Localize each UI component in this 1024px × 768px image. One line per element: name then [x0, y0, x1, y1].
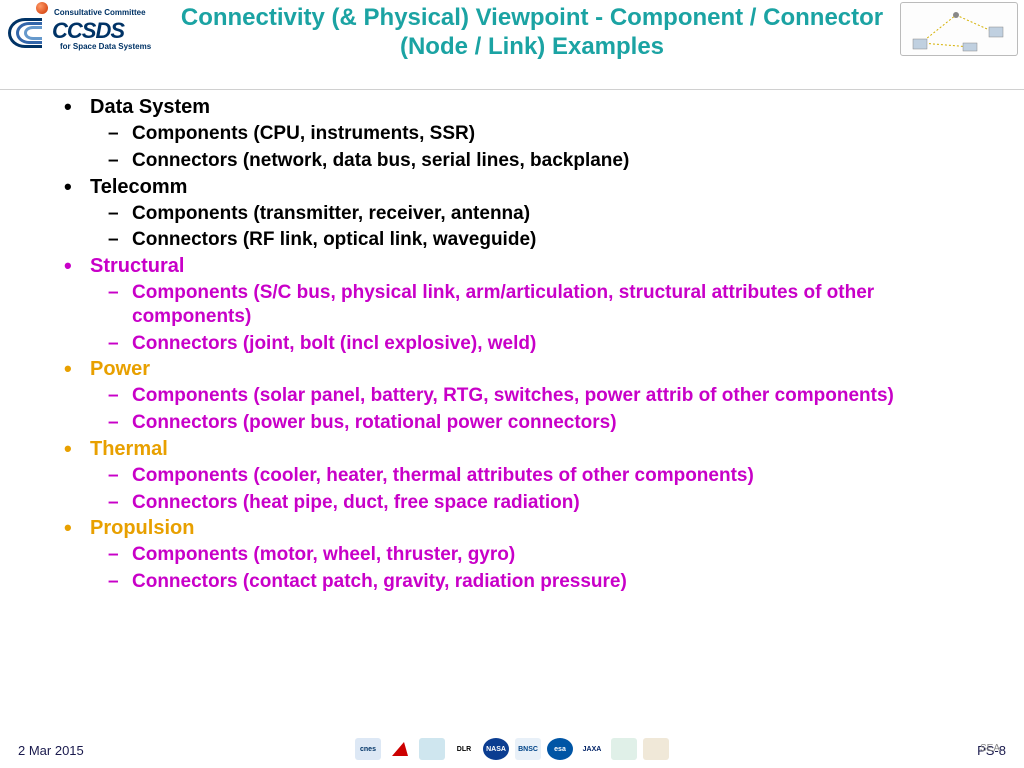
footer-agency-logos: cnes DLR NASA BNSC esa JAXA [355, 738, 669, 760]
agency-logo: DLR [451, 738, 477, 760]
agency-logo: BNSC [515, 738, 541, 760]
ccsds-logo: Consultative Committee CCSDS for Space D… [4, 2, 164, 56]
section-label: Thermal [90, 438, 964, 461]
footer-date: 2 Mar 2015 [18, 743, 84, 758]
corner-thumbnail [900, 2, 1018, 56]
section-subitem: Components (S/C bus, physical link, arm/… [132, 281, 964, 329]
section-subitem: Components (solar panel, battery, RTG, s… [132, 384, 964, 408]
section-sublist: Components (cooler, heater, thermal attr… [90, 464, 964, 515]
section-subitem: Components (cooler, heater, thermal attr… [132, 464, 964, 488]
section-item: Data System Components (CPU, instruments,… [90, 96, 964, 173]
section-sublist: Components (S/C bus, physical link, arm/… [90, 281, 964, 355]
section-list: Data System Components (CPU, instruments,… [60, 96, 964, 594]
section-label: Telecomm [90, 176, 964, 199]
logo-acronym: CCSDS [52, 18, 124, 44]
section-subitem: Components (motor, wheel, thruster, gyro… [132, 543, 964, 567]
section-sublist: Components (motor, wheel, thruster, gyro… [90, 543, 964, 594]
section-item: Telecomm Components (transmitter, receive… [90, 176, 964, 253]
section-label: Propulsion [90, 517, 964, 540]
agency-logo: NASA [483, 738, 509, 760]
section-sublist: Components (CPU, instruments, SSR) Connec… [90, 122, 964, 173]
slide-header: Consultative Committee CCSDS for Space D… [0, 0, 1024, 90]
section-item: Thermal Components (cooler, heater, therm… [90, 438, 964, 515]
section-subitem: Components (transmitter, receiver, anten… [132, 202, 964, 226]
section-label: Power [90, 358, 964, 381]
section-item: Structural Components (S/C bus, physical … [90, 255, 964, 355]
thumbnail-icon [901, 3, 1019, 57]
slide-title: Connectivity (& Physical) Viewpoint - Co… [180, 4, 884, 62]
logo-arcs-icon [8, 18, 52, 48]
section-item: Propulsion Components (motor, wheel, thru… [90, 517, 964, 594]
agency-logo [611, 738, 637, 760]
agency-logo [387, 738, 413, 760]
section-subitem: Connectors (heat pipe, duct, free space … [132, 491, 964, 515]
agency-logo: esa [547, 738, 573, 760]
section-subitem: Connectors (network, data bus, serial li… [132, 149, 964, 173]
section-subitem: Connectors (contact patch, gravity, radi… [132, 570, 964, 594]
section-sublist: Components (transmitter, receiver, anten… [90, 202, 964, 253]
section-label: Structural [90, 255, 964, 278]
agency-logo [419, 738, 445, 760]
logo-line2: for Space Data Systems [60, 42, 151, 51]
page-overlay: SEA [980, 743, 1000, 754]
slide-footer: 2 Mar 2015 cnes DLR NASA BNSC esa JAXA PS-8 S… [0, 732, 1024, 760]
logo-line1: Consultative Committee [54, 8, 146, 17]
footer-page-number: PS-8 SEA [977, 743, 1006, 758]
logo-planet-icon [36, 2, 48, 14]
section-subitem: Connectors (RF link, optical link, waveg… [132, 228, 964, 252]
section-subitem: Connectors (power bus, rotational power … [132, 411, 964, 435]
section-subitem: Components (CPU, instruments, SSR) [132, 122, 964, 146]
section-sublist: Components (solar panel, battery, RTG, s… [90, 384, 964, 435]
section-label: Data System [90, 96, 964, 119]
agency-logo: JAXA [579, 738, 605, 760]
slide-content: Data System Components (CPU, instruments,… [0, 90, 1024, 594]
section-item: Power Components (solar panel, battery, R… [90, 358, 964, 435]
agency-logo: cnes [355, 738, 381, 760]
section-subitem: Connectors (joint, bolt (incl explosive)… [132, 332, 964, 356]
agency-logo [643, 738, 669, 760]
